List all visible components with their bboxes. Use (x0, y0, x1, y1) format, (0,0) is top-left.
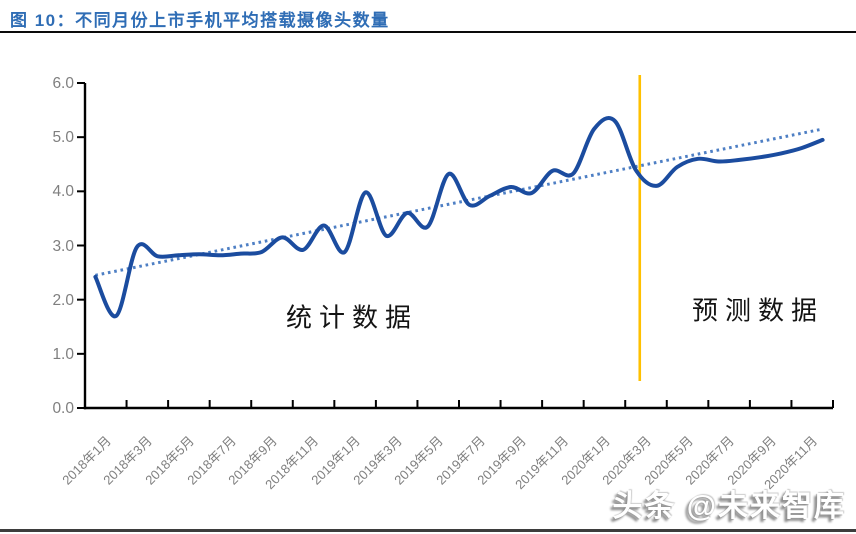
watermark-text: 头条 @未来智库 (612, 490, 846, 523)
y-axis-tick-label: 1.0 (52, 345, 74, 363)
figure-title: 图 10：不同月份上市手机平均搭载摄像头数量 (10, 11, 390, 30)
annotation-forecast-data: 预测数据 (691, 296, 825, 327)
annotation-statistical-data: 统计数据 (285, 303, 419, 334)
trend-dotted-line (95, 127, 823, 277)
y-axis-tick-label: 6.0 (52, 75, 74, 92)
y-axis-tick-label: 3.0 (52, 237, 74, 255)
bottom-divider-line (0, 529, 856, 532)
y-axis-tick-label: 4.0 (52, 183, 74, 201)
y-axis-tick-label: 2.0 (52, 291, 74, 309)
y-axis-tick-label: 0.0 (52, 400, 74, 417)
camera-count-series-line (93, 116, 825, 318)
title-divider-line (0, 31, 856, 34)
y-axis-tick-label: 5.0 (52, 129, 74, 147)
